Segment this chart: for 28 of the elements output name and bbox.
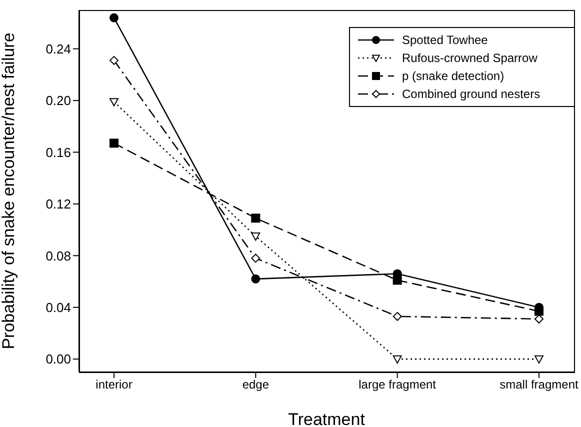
y-tick-label: 0.20 <box>46 93 71 108</box>
point <box>110 98 118 106</box>
point <box>251 274 260 284</box>
y-tick-label: 0.12 <box>46 196 71 212</box>
x-tick-label: interior <box>96 378 132 392</box>
x-tick-label: edge <box>242 378 270 392</box>
y-tick-label: 0.16 <box>46 144 71 160</box>
y-tick-label: 0.00 <box>46 352 71 367</box>
y-axis-title: Probability of snake encounter/nest failure <box>0 32 18 350</box>
point <box>110 138 118 148</box>
legend-label: Rufous-crowned Sparrow <box>402 51 538 65</box>
legend-label: Combined ground nesters <box>402 87 540 101</box>
y-tick-label: 0.08 <box>46 248 71 264</box>
point <box>251 214 260 223</box>
point <box>251 254 260 263</box>
point <box>110 13 118 22</box>
x-axis-title: Treatment <box>288 410 366 427</box>
point <box>534 355 544 364</box>
y-tick-label: 0.04 <box>46 300 71 315</box>
legend-label: Spotted Towhee <box>402 33 488 47</box>
point <box>392 355 402 364</box>
y-tick-label: 0.24 <box>46 41 71 56</box>
point <box>251 232 260 241</box>
point <box>392 312 402 321</box>
legend-label: p (snake detection) <box>402 69 504 83</box>
x-tick-label: small fragment <box>500 378 580 392</box>
point <box>110 56 118 65</box>
x-tick-label: large fragment <box>358 378 437 392</box>
